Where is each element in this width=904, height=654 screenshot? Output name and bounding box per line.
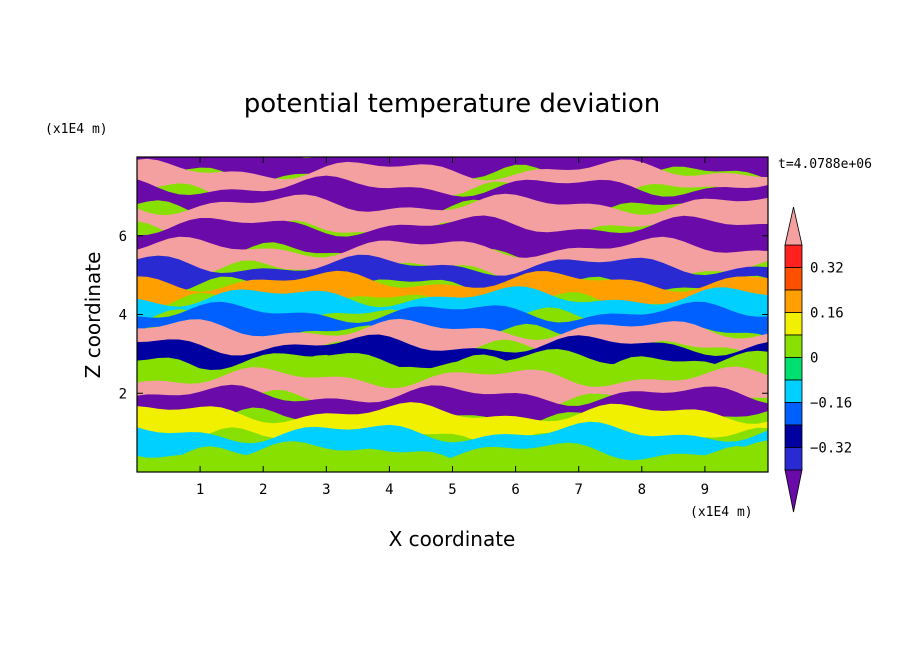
colorbar-box [784, 447, 803, 471]
colorbar-upper-extend [784, 206, 803, 246]
y-axis-ticks: 2 4 6 [119, 229, 768, 402]
field-band [137, 334, 768, 374]
x-tick-label: 9 [701, 482, 709, 498]
colorbar-box [784, 334, 803, 358]
colorbar: 0.32 0.16 0 −0.16 −0.32 [784, 206, 852, 513]
colorbar-label: −0.32 [810, 441, 852, 457]
colorbar-label: −0.16 [810, 396, 852, 412]
colorbar-box [784, 357, 803, 381]
colorbar-lower-extend [784, 469, 803, 513]
colorbar-label: 0.16 [810, 306, 844, 322]
field-band [137, 384, 768, 426]
x-tick-label: 1 [196, 482, 204, 498]
x-axis-ticks: 1 2 3 4 5 6 7 8 9 [196, 157, 709, 498]
x-tick-label: 4 [385, 482, 393, 498]
colorbar-box [784, 402, 803, 426]
colorbar-label: 0 [810, 351, 818, 367]
contour-field [137, 157, 768, 472]
colorbar-box [784, 244, 803, 268]
y-axis-label: Z coordinate [81, 252, 105, 379]
x-tick-label: 3 [322, 482, 330, 498]
field-band [137, 366, 768, 409]
x-tick-label: 6 [511, 482, 519, 498]
y-tick-label: 2 [119, 386, 127, 402]
field-band [137, 349, 768, 391]
x-tick-label: 2 [259, 482, 267, 498]
field-band [137, 175, 768, 218]
x-tick-label: 7 [574, 482, 582, 498]
field-band [137, 236, 768, 279]
field-band [137, 440, 768, 472]
colorbar-box [784, 379, 803, 403]
colorbar-box [784, 424, 803, 448]
field-band [137, 215, 768, 261]
x-axis-label: X coordinate [389, 527, 516, 551]
time-label: t=4.0788e+06 [778, 157, 872, 172]
chart-title: potential temperature deviation [244, 89, 660, 119]
colorbar-box [784, 312, 803, 336]
y-tick-label: 6 [119, 229, 127, 245]
x-tick-label: 8 [638, 482, 646, 498]
x-tick-label: 5 [448, 482, 456, 498]
z-unit-label: (x1E4 m) [45, 122, 108, 137]
colorbar-box [784, 267, 803, 291]
x-unit-label: (x1E4 m) [690, 505, 753, 520]
field-band [137, 193, 768, 240]
colorbar-label: 0.32 [810, 261, 844, 277]
colorbar-box [784, 289, 803, 313]
y-tick-label: 4 [119, 308, 127, 324]
